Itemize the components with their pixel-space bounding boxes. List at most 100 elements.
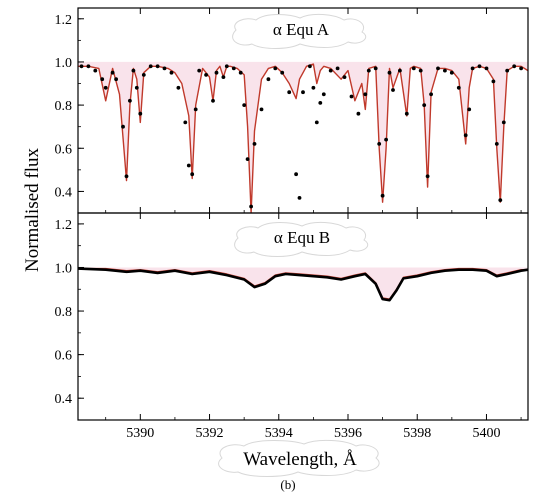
- data-point: [169, 70, 174, 75]
- data-point: [498, 198, 503, 203]
- data-point: [318, 101, 323, 105]
- data-point: [477, 64, 482, 69]
- data-point: [141, 73, 146, 77]
- bottom-series: [78, 267, 528, 302]
- bottom-title-bubble: [234, 221, 369, 257]
- data-point: [273, 66, 278, 71]
- data-point: [470, 66, 475, 71]
- data-point: [512, 64, 517, 69]
- data-point: [252, 142, 257, 146]
- data-point: [131, 68, 136, 73]
- data-point: [436, 66, 440, 71]
- data-point: [79, 64, 84, 69]
- data-point: [121, 124, 125, 129]
- data-point: [155, 64, 160, 69]
- data-point: [100, 77, 105, 82]
- data-point: [266, 77, 271, 82]
- bottom-panel: 0.4 0.6 0.8 1.0 1.2 5390 5392 5394 5396 5398 5400…: [55, 212, 529, 441]
- data-point: [311, 85, 316, 90]
- top-fit-shading: [78, 61, 528, 214]
- bottom-panel-title: α Equ B: [274, 228, 330, 247]
- data-point: [398, 68, 402, 73]
- data-point: [391, 88, 395, 92]
- data-point: [93, 68, 98, 73]
- x-tick-label: 5396: [334, 426, 362, 441]
- y-tick-label: 1.2: [55, 218, 73, 233]
- data-point: [138, 111, 143, 116]
- data-point: [484, 66, 489, 71]
- data-point: [349, 94, 354, 99]
- data-point: [190, 172, 195, 177]
- x-tick-label: 5400: [472, 426, 500, 441]
- data-point: [356, 111, 361, 116]
- data-point: [176, 85, 181, 90]
- bottom-plot-frame: [77, 212, 529, 421]
- y-tick-label: 0.4: [55, 185, 73, 200]
- data-point: [463, 133, 468, 138]
- x-tick-labels: 5390 5392 5394 5396 5398 5400: [126, 426, 500, 441]
- data-point: [422, 103, 427, 107]
- data-point: [242, 103, 247, 107]
- data-point: [491, 79, 496, 84]
- data-point: [221, 75, 226, 79]
- data-point: [505, 68, 510, 73]
- data-point: [148, 64, 153, 69]
- data-point: [363, 92, 368, 97]
- data-point: [186, 163, 191, 168]
- data-point: [197, 68, 202, 73]
- data-point: [380, 193, 385, 198]
- data-point: [321, 92, 326, 97]
- data-point: [366, 68, 371, 73]
- y-tick-label: 1.0: [55, 56, 73, 71]
- data-point: [211, 98, 215, 103]
- data-point: [224, 64, 229, 69]
- y-tick-label: 0.6: [55, 142, 73, 157]
- data-point: [294, 172, 298, 177]
- y-tick-label: 0.4: [55, 392, 73, 407]
- data-point: [418, 68, 423, 73]
- data-point: [308, 64, 312, 69]
- data-point: [249, 204, 254, 209]
- data-point: [103, 85, 108, 90]
- y-tick-label: 0.8: [55, 99, 73, 114]
- data-point: [114, 77, 118, 82]
- data-point: [280, 70, 285, 75]
- x-label-bubble: [218, 439, 380, 477]
- fit-shading: [78, 61, 528, 214]
- data-point: [425, 174, 430, 179]
- y-tick-label: 1.0: [55, 261, 73, 276]
- top-title-bubble: [232, 13, 367, 49]
- data-point: [449, 70, 454, 75]
- y-tick-label: 0.6: [55, 349, 73, 364]
- data-point: [519, 66, 523, 71]
- data-point: [110, 70, 115, 75]
- y-axis-label: Normalised flux: [22, 148, 43, 273]
- x-tick-label: 5398: [403, 426, 431, 441]
- top-panel: 0.4 0.6 0.8 1.0 1.2 α Equ A: [55, 7, 529, 214]
- top-series: [78, 63, 528, 213]
- data-point: [328, 68, 333, 73]
- data-point: [287, 90, 292, 95]
- bottom-title-cloud: α Equ B: [234, 221, 369, 257]
- data-point: [134, 85, 139, 90]
- x-tick-label: 5390: [126, 426, 154, 441]
- data-point: [124, 174, 129, 179]
- y-tick-label: 0.8: [55, 305, 73, 320]
- x-axis-label: Wavelength, Å: [243, 449, 357, 470]
- data-point: [404, 111, 409, 116]
- data-point: [86, 64, 91, 69]
- data-point: [377, 142, 382, 146]
- x-tick-label: 5392: [196, 426, 224, 441]
- data-point: [429, 92, 433, 97]
- data-point: [162, 66, 167, 71]
- data-point: [238, 70, 243, 75]
- y-tick-label: 1.2: [55, 13, 73, 28]
- data-point: [245, 157, 250, 162]
- top-y-tick-labels: 0.4 0.6 0.8 1.0 1.2: [55, 13, 73, 201]
- x-axis-label-group: Wavelength, Å: [218, 439, 380, 477]
- data-point: [204, 73, 209, 77]
- figure-caption: (b): [280, 477, 295, 492]
- data-point: [456, 85, 461, 90]
- data-point: [127, 98, 132, 103]
